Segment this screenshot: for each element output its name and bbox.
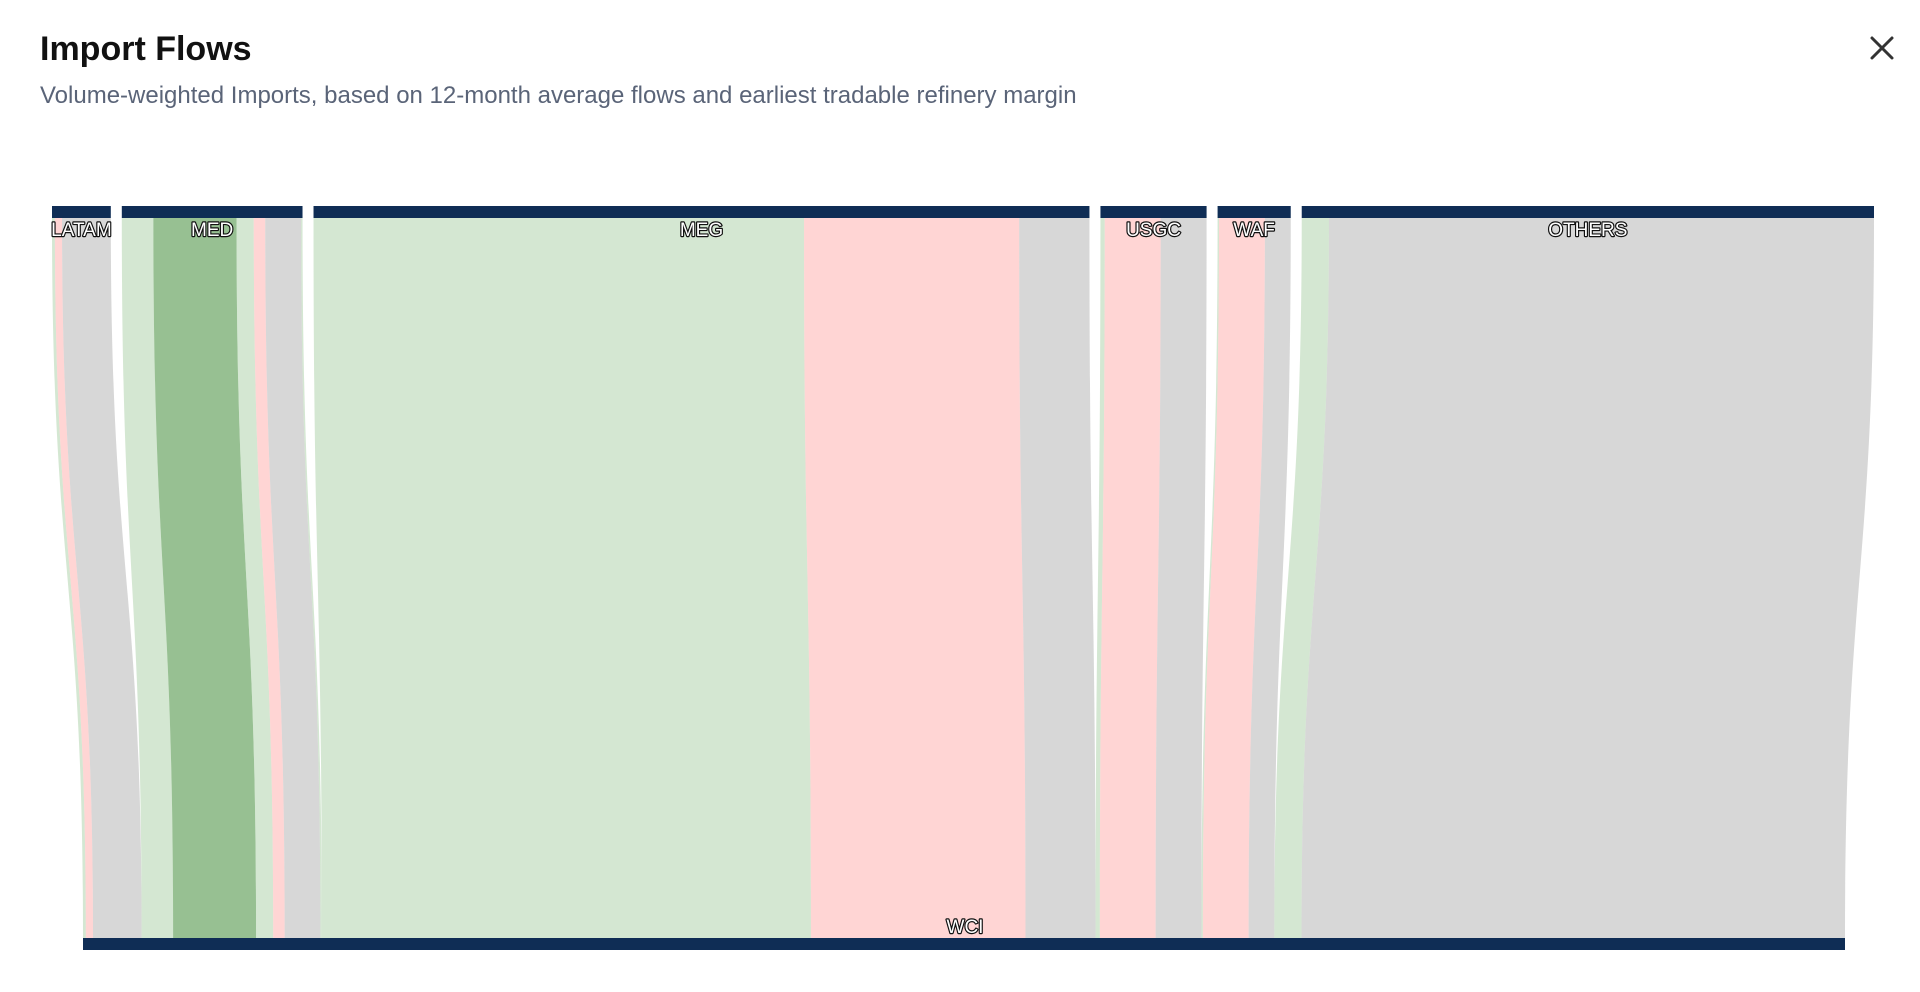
flow-link-meg-to-wci[interactable] <box>1019 218 1096 938</box>
flow-link-med-to-wci[interactable] <box>236 218 274 938</box>
flow-link-waf-to-wci[interactable] <box>1248 218 1291 938</box>
flow-link-med-to-wci[interactable] <box>253 218 285 938</box>
flow-link-latam-to-wci[interactable] <box>62 218 142 938</box>
flow-link-med-to-wci[interactable] <box>265 218 321 938</box>
source-label-med: MED <box>191 220 233 241</box>
target-node-wci[interactable] <box>83 938 1845 950</box>
source-node-usgc[interactable] <box>1100 206 1207 218</box>
flow-link-latam-to-wci[interactable] <box>52 218 86 938</box>
flow-link-meg-to-wci[interactable] <box>804 218 1026 938</box>
source-node-med[interactable] <box>121 206 303 218</box>
flow-link-waf-to-wci[interactable] <box>1201 218 1220 938</box>
flow-links <box>52 218 1874 938</box>
flow-link-med-to-wci[interactable] <box>301 218 322 938</box>
source-node-waf[interactable] <box>1217 206 1291 218</box>
flow-link-waf-to-wci[interactable] <box>1202 218 1265 938</box>
flow-link-med-to-wci[interactable] <box>121 218 174 938</box>
dialog-subtitle: Volume-weighted Imports, based on 12-mon… <box>40 82 1077 109</box>
flow-link-others-to-wci[interactable] <box>1274 218 1329 938</box>
source-label-others: OTHERS <box>1548 220 1627 241</box>
source-label-usgc: USGC <box>1126 220 1181 241</box>
flow-link-usgc-to-wci[interactable] <box>1099 218 1161 938</box>
flow-link-meg-to-wci[interactable] <box>313 218 811 938</box>
source-node-meg[interactable] <box>313 206 1090 218</box>
flow-link-med-to-wci[interactable] <box>153 218 257 938</box>
source-label-waf: WAF <box>1233 220 1275 241</box>
target-label-wci: WCI <box>947 917 984 938</box>
close-button[interactable] <box>1862 28 1902 68</box>
source-node-others[interactable] <box>1301 206 1874 218</box>
flow-link-usgc-to-wci[interactable] <box>1095 218 1105 938</box>
flow-link-latam-to-wci[interactable] <box>54 218 94 938</box>
flow-link-others-to-wci[interactable] <box>1301 218 1874 938</box>
source-label-meg: MEG <box>680 220 723 241</box>
flow-link-usgc-to-wci[interactable] <box>1155 218 1207 938</box>
dialog-title: Import Flows <box>40 30 252 68</box>
source-label-latam: LATAM <box>51 220 112 241</box>
close-icon <box>1870 36 1894 60</box>
source-node-latam[interactable] <box>52 206 111 218</box>
